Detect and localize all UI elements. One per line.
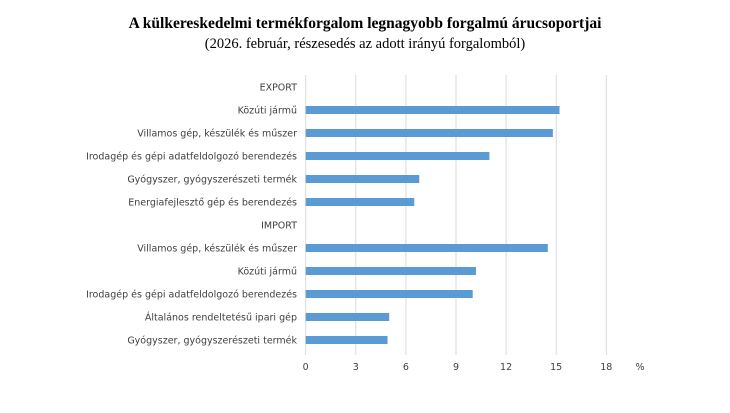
- bar: [305, 198, 415, 206]
- bar: [305, 106, 560, 114]
- category-label: Villamos gép, készülék és műszer: [137, 129, 297, 140]
- category-label: IMPORT: [261, 221, 297, 232]
- category-label: Gyógyszer, gyógyszerészeti termék: [127, 336, 297, 347]
- bar: [305, 267, 477, 275]
- bar: [305, 175, 420, 183]
- x-tick-label: 12: [500, 362, 512, 373]
- bar: [305, 129, 553, 137]
- bar: [305, 336, 388, 344]
- category-label: Energiafejlesztő gép és berendezés: [128, 198, 297, 209]
- x-tick-label: 6: [403, 362, 409, 373]
- x-tick-label: 9: [453, 362, 459, 373]
- chart-subtitle: (2026. február, részesedés az adott irán…: [204, 36, 526, 52]
- x-tick-label: 0: [303, 362, 309, 373]
- x-tick-label: 18: [600, 362, 612, 373]
- category-label: Irodagép és gépi adatfeldolgozó berendez…: [86, 152, 297, 163]
- category-label: Általános rendeltetésű ipari gép: [145, 312, 297, 324]
- bar: [305, 244, 548, 252]
- x-tick-label: 15: [550, 362, 562, 373]
- chart-title: A külkereskedelmi termékforgalom legnagy…: [128, 15, 602, 32]
- bar: [305, 313, 390, 321]
- x-tick-label: 3: [353, 362, 359, 373]
- category-label: Irodagép és gépi adatfeldolgozó berendez…: [86, 290, 297, 301]
- category-label: Közúti jármű: [238, 267, 297, 278]
- bar: [305, 152, 490, 160]
- x-axis-label: %: [635, 362, 644, 373]
- category-label: EXPORT: [260, 83, 298, 94]
- bar: [305, 290, 473, 298]
- category-label: Közúti jármű: [238, 106, 297, 117]
- category-label: Gyógyszer, gyógyszerészeti termék: [127, 175, 297, 186]
- category-label: Villamos gép, készülék és műszer: [137, 244, 297, 255]
